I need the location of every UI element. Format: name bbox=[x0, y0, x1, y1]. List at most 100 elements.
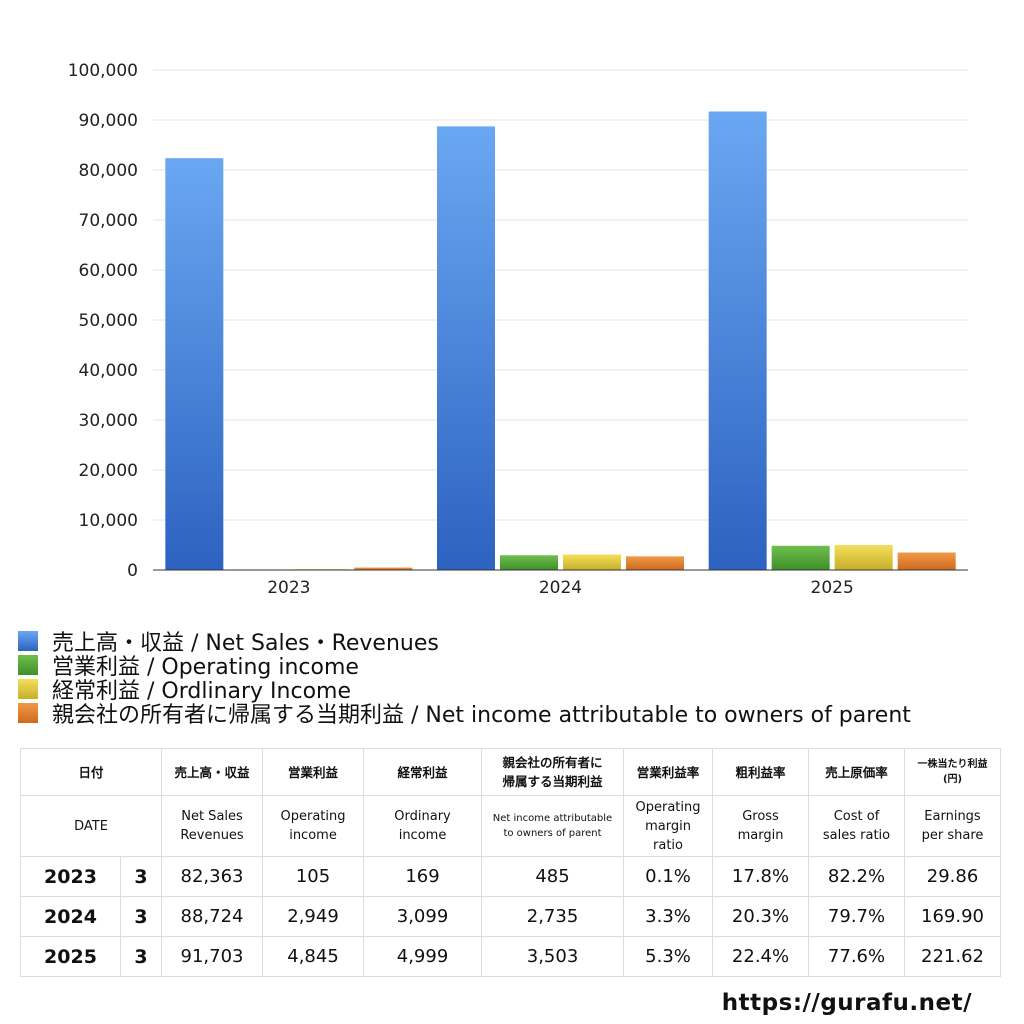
legend-swatch-ordinary bbox=[18, 679, 38, 699]
bars bbox=[165, 111, 956, 571]
cell-cost: 77.6% bbox=[808, 936, 906, 977]
header-sales-en-line1: Net Sales bbox=[181, 809, 243, 824]
bar-2023-series-0 bbox=[165, 158, 224, 570]
header-sales-ja: 売上高・収益 bbox=[161, 748, 264, 796]
header-operating-en-line2: income bbox=[289, 828, 337, 843]
y-tick-label: 90,000 bbox=[79, 111, 138, 131]
cell-sales: 88,724 bbox=[161, 896, 264, 937]
x-tick-label: 2023 bbox=[267, 578, 310, 598]
table-header-ja: 日付 売上高・収益 営業利益 経常利益 親会社の所有者に 帰属する当期利益 営業利… bbox=[19, 748, 1002, 796]
header-gross-ja: 粗利益率 bbox=[712, 748, 810, 796]
cell-month: 3 bbox=[119, 936, 163, 977]
header-ordinary-en-line2: income bbox=[398, 828, 447, 843]
cell-year: 2023 bbox=[20, 856, 121, 897]
cell-month: 3 bbox=[119, 856, 163, 897]
cell-ordinary: 3,099 bbox=[363, 896, 483, 937]
header-net-ja-line2: 帰属する当期利益 bbox=[502, 774, 603, 789]
bar-chart: 0 10,000 20,000 30,000 40,000 50,000 60,000 70,… bbox=[68, 61, 968, 598]
header-net-ja: 親会社の所有者に 帰属する当期利益 bbox=[481, 748, 625, 796]
cell-sales: 82,363 bbox=[161, 856, 264, 897]
cell-eps: 169.90 bbox=[904, 896, 1002, 937]
header-net-ja-line1: 親会社の所有者に bbox=[502, 755, 603, 770]
header-cost-en-line1: Cost of bbox=[833, 809, 880, 824]
bar-2025-series-2 bbox=[834, 545, 893, 570]
header-net-en-line1: Net income attributable bbox=[492, 813, 613, 824]
bar-2025-series-0 bbox=[708, 111, 767, 571]
x-tick-label: 2025 bbox=[811, 578, 854, 598]
legend-label-net: 親会社の所有者に帰属する当期利益 / Net income attributab… bbox=[52, 703, 911, 728]
legend-item-net: 親会社の所有者に帰属する当期利益 / Net income attributab… bbox=[18, 701, 911, 728]
y-tick-label: 80,000 bbox=[79, 161, 138, 181]
y-tick-label: 30,000 bbox=[79, 411, 138, 431]
table-row: 2023 3 82,363 105 169 485 0.1% 17.8% 82.… bbox=[20, 856, 1002, 897]
x-axis-ticks: 2023 2024 2025 bbox=[267, 578, 854, 598]
cell-sales: 91,703 bbox=[161, 936, 264, 977]
legend-label-sales: 売上高・収益 / Net Sales・Revenues bbox=[52, 631, 439, 656]
bar-2024-series-0 bbox=[437, 126, 495, 570]
header-eps-en: Earnings per share bbox=[904, 795, 1002, 857]
gridlines bbox=[153, 69, 968, 521]
cell-operating: 105 bbox=[262, 856, 365, 897]
header-sales-en: Net Sales Revenues bbox=[161, 795, 264, 857]
header-gross-en-line2: margin bbox=[737, 828, 784, 843]
legend-label-ordinary: 経常利益 / Ordlinary Income bbox=[52, 679, 351, 704]
bar-2024-series-3 bbox=[626, 556, 684, 570]
legend-item-sales: 売上高・収益 / Net Sales・Revenues bbox=[18, 629, 911, 656]
header-date-ja: 日付 bbox=[19, 748, 163, 796]
legend-item-operating: 営業利益 / Operating income bbox=[18, 653, 911, 680]
bar-2025-series-1 bbox=[771, 545, 830, 570]
header-eps-ja-line2: (円) bbox=[942, 774, 963, 785]
header-cost-en: Cost of sales ratio bbox=[808, 795, 906, 857]
header-cost-en-line2: sales ratio bbox=[822, 828, 891, 843]
header-op-margin-en-line2: margin bbox=[645, 818, 691, 834]
cell-operating: 2,949 bbox=[262, 896, 365, 937]
header-eps-en-line1: Earnings bbox=[924, 809, 981, 824]
header-operating-ja: 営業利益 bbox=[262, 748, 365, 796]
cell-year: 2024 bbox=[20, 896, 121, 937]
header-op-margin-en: Operating margin ratio bbox=[623, 795, 714, 857]
header-gross-en-line1: Gross bbox=[742, 809, 779, 824]
header-eps-ja-line1: 一株当たり利益 bbox=[917, 759, 988, 770]
cell-net: 3,503 bbox=[481, 936, 625, 977]
cell-gross: 20.3% bbox=[712, 896, 810, 937]
legend-item-ordinary: 経常利益 / Ordlinary Income bbox=[18, 677, 911, 704]
header-op-margin-ja: 営業利益率 bbox=[623, 748, 714, 796]
bar-2025-series-3 bbox=[897, 552, 956, 570]
header-eps-ja: 一株当たり利益 (円) bbox=[904, 748, 1002, 796]
cell-eps: 29.86 bbox=[904, 856, 1002, 897]
cell-cost: 82.2% bbox=[808, 856, 906, 897]
cell-ordinary: 4,999 bbox=[363, 936, 483, 977]
header-operating-en: Operating income bbox=[262, 795, 365, 857]
table-row: 2025 3 91,703 4,845 4,999 3,503 5.3% 22.… bbox=[20, 936, 1002, 977]
legend-swatch-operating bbox=[18, 655, 38, 675]
table-header-en: DATE Net Sales Revenues Operating income O… bbox=[19, 795, 1002, 857]
cell-year: 2025 bbox=[20, 936, 121, 977]
cell-net: 2,735 bbox=[481, 896, 625, 937]
y-tick-label: 40,000 bbox=[79, 361, 138, 381]
y-tick-label: 0 bbox=[127, 561, 138, 581]
header-net-en-line2: to owners of parent bbox=[503, 828, 602, 839]
cell-op-margin: 0.1% bbox=[623, 856, 714, 897]
y-tick-label: 20,000 bbox=[79, 461, 138, 481]
header-operating-en-line1: Operating bbox=[280, 809, 346, 824]
y-tick-label: 100,000 bbox=[68, 61, 138, 81]
header-eps-en-line2: per share bbox=[921, 828, 984, 843]
legend-swatch-net bbox=[18, 703, 38, 723]
bar-2024-series-1 bbox=[500, 555, 558, 570]
cell-month: 3 bbox=[119, 896, 163, 937]
table-row: 2024 3 88,724 2,949 3,099 2,735 3.3% 20.… bbox=[20, 896, 1002, 937]
header-ordinary-ja: 経常利益 bbox=[363, 748, 483, 796]
header-op-margin-en-line1: Operating bbox=[635, 799, 701, 815]
cell-op-margin: 5.3% bbox=[623, 936, 714, 977]
y-axis-ticks: 0 10,000 20,000 30,000 40,000 50,000 60,000 70,… bbox=[68, 61, 138, 581]
cell-op-margin: 3.3% bbox=[623, 896, 714, 937]
header-ordinary-en: Ordinary income bbox=[363, 795, 483, 857]
bar-2023-series-3 bbox=[354, 567, 413, 570]
header-gross-en: Gross margin bbox=[712, 795, 810, 857]
x-tick-label: 2024 bbox=[539, 578, 582, 598]
header-op-margin-en-line3: ratio bbox=[653, 837, 683, 853]
y-tick-label: 10,000 bbox=[79, 511, 138, 531]
cell-eps: 221.62 bbox=[904, 936, 1002, 977]
cell-operating: 4,845 bbox=[262, 936, 365, 977]
y-tick-label: 60,000 bbox=[79, 261, 138, 281]
